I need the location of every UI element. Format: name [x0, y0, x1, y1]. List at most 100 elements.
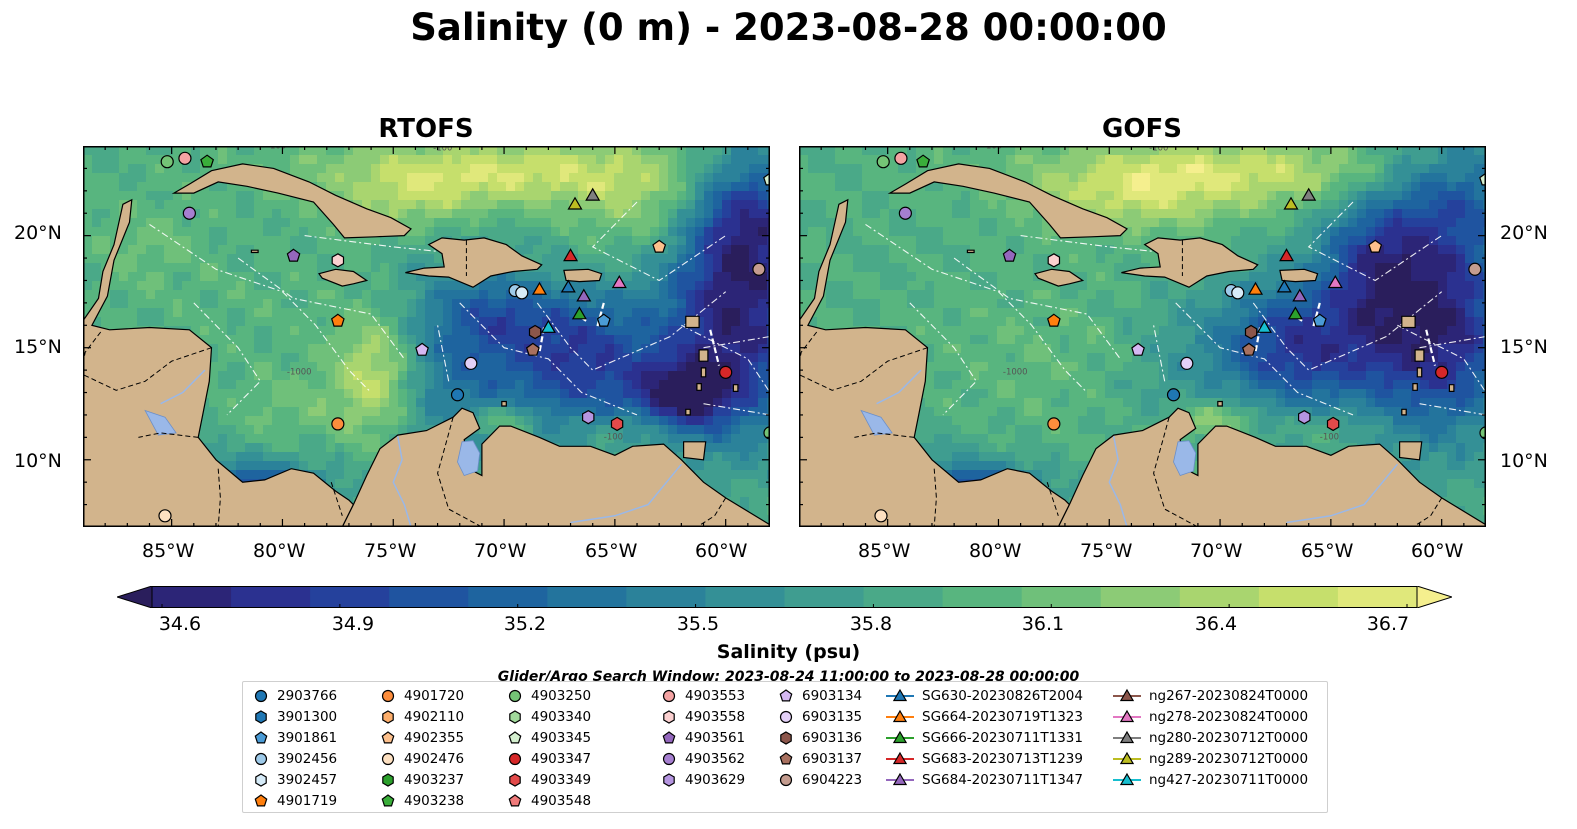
lon-tick-label: 80°W — [969, 540, 1022, 562]
glider-triangle-marker — [1256, 319, 1272, 333]
glider-triangle-marker — [892, 751, 908, 764]
argo-circle-marker — [331, 417, 345, 431]
eez-line — [703, 335, 770, 349]
legend: 2903766 3901300 3901861 3902456 3902457 49017… — [242, 681, 1328, 813]
legend-item: 4902110 — [380, 707, 464, 726]
legend-item: 6903135 — [778, 707, 862, 726]
glider-triangle-marker — [567, 196, 583, 210]
legend-marker-hexagon-icon — [780, 730, 792, 745]
legend-item: SG684-20230711T1347 — [886, 770, 1083, 789]
glider-track — [1425, 329, 1437, 366]
legend-item: SG630-20230826T2004 — [886, 686, 1083, 705]
eez-line — [591, 201, 727, 282]
argo-circle-marker — [876, 155, 890, 169]
legend-marker-pentagon-icon — [779, 688, 793, 701]
argo-pentagon-marker — [1368, 239, 1383, 253]
figure-title: Salinity (0 m) - 2023-08-28 00:00:00 — [410, 6, 1167, 49]
eez-line — [1153, 325, 1166, 382]
argo-circle-marker — [874, 509, 888, 523]
legend-marker-hexagon-icon — [509, 772, 521, 787]
legend-marker-hexagon-icon — [255, 709, 267, 724]
colorbar-bin — [152, 586, 232, 608]
eez-line — [149, 223, 372, 393]
argo-pentagon-marker — [254, 793, 268, 806]
country-border — [437, 417, 483, 527]
lat-tick-label: 20°N — [14, 222, 62, 244]
glider-triangle-marker — [1279, 248, 1295, 262]
lakes — [860, 409, 1197, 476]
lon-tick-label: 75°W — [1080, 540, 1133, 562]
legend-label: 4903250 — [531, 687, 592, 704]
legend-item: 3902456 — [253, 749, 337, 768]
argo-circle-marker — [1468, 262, 1482, 276]
argo-hexagon-marker — [1047, 253, 1061, 268]
colorbar-bin — [1337, 586, 1418, 608]
legend-marker-hexagon-icon — [663, 772, 675, 787]
colorbar-bin — [1258, 586, 1339, 608]
argo-hexagon-marker — [1298, 410, 1311, 425]
argo-circle-marker — [662, 752, 676, 765]
legend-label: 4903237 — [404, 771, 465, 788]
colorbar-tick-label: 36.4 — [1194, 613, 1238, 635]
map-panel-rtofs: -100 -100 -1000 -100 — [82, 145, 771, 528]
legend-label: 4903238 — [404, 792, 465, 809]
argo-circle-marker — [779, 773, 793, 786]
argo-hexagon-marker — [382, 709, 394, 724]
lon-tick-label: 65°W — [585, 540, 638, 562]
argo-hexagon-marker — [663, 772, 675, 787]
legend-marker-pentagon-icon — [662, 730, 676, 743]
landmass-centralamerica — [83, 198, 355, 527]
legend-label: 6903135 — [802, 708, 863, 725]
colorbar-extend-low — [115, 585, 153, 609]
glider-triangle-marker — [1276, 279, 1292, 293]
river-line — [876, 369, 922, 405]
landmass-cuba — [887, 163, 1128, 239]
argo-pentagon-marker — [1479, 172, 1486, 186]
glider-track — [709, 329, 721, 366]
legend-marker-circle-icon — [779, 773, 793, 786]
eez-line — [237, 257, 405, 360]
legend-marker-line-triangle-icon — [1113, 730, 1141, 743]
contour-label: -100 — [983, 146, 1002, 151]
argo-hexagon-marker — [255, 709, 267, 724]
legend-item: ng278-20230824T0000 — [1113, 707, 1308, 726]
colorbar-tick-label: 36.7 — [1366, 613, 1410, 635]
eez-boundaries — [149, 201, 770, 416]
glider-triangle-marker — [560, 279, 576, 293]
legend-item: 6903134 — [778, 686, 862, 705]
country-border — [217, 468, 221, 527]
landmass-stvincent — [1412, 383, 1418, 391]
glider-triangle-marker — [1247, 281, 1264, 295]
argo-pentagon-marker — [1046, 313, 1061, 327]
eez-line — [1397, 324, 1486, 393]
argo-pentagon-marker — [916, 154, 931, 168]
lakes — [144, 409, 481, 476]
legend-marker-line-triangle-icon — [1113, 751, 1141, 764]
landmass-aruba — [501, 400, 507, 407]
lake-maracaibo — [457, 440, 481, 476]
colorbar — [115, 585, 1454, 609]
colorbar-bin — [468, 586, 548, 608]
argo-pentagon-marker — [254, 730, 268, 743]
lon-tick-label: 60°W — [695, 540, 748, 562]
legend-marker-circle-icon — [779, 710, 793, 723]
panel-title-rtofs: RTOFS — [378, 114, 474, 144]
glider-triangle-marker — [576, 288, 592, 302]
glider-triangle-marker — [1287, 306, 1303, 320]
legend-item: 4903561 — [661, 728, 745, 747]
landmass-aruba — [1217, 400, 1223, 407]
map-layer: -100 -100 -1000 -100 — [799, 146, 1486, 527]
landmass-trinidad — [683, 441, 707, 461]
legend-item: 3901300 — [253, 707, 337, 726]
colorbar-bin — [389, 586, 469, 608]
argo-circle-marker — [158, 509, 172, 523]
legend-marker-pentagon-icon — [779, 751, 793, 764]
legend-item: 4903340 — [507, 707, 591, 726]
colorbar-tick-label: 36.1 — [1021, 613, 1065, 635]
legend-item: 4901719 — [253, 791, 337, 810]
colorbar-tick-label: 34.9 — [331, 613, 375, 635]
landmass-puertorico — [1279, 268, 1319, 283]
lon-tick-label: 70°W — [1190, 540, 1243, 562]
argo-pentagon-marker — [662, 730, 676, 743]
landmass-trinidad — [1399, 441, 1423, 461]
